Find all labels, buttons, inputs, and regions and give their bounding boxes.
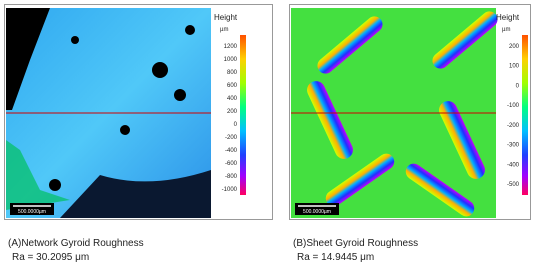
region [6, 140, 70, 210]
void [6, 8, 50, 110]
colorbar-tick-label: -1000 [222, 187, 238, 193]
colorbar-unit: µm [502, 27, 510, 33]
colorbar-tick-label: -400 [507, 162, 520, 168]
colorbar-tick-label: -300 [507, 143, 520, 149]
colorbar-title: Height [496, 13, 520, 22]
roughness: Ra = 14.9445 μm [297, 252, 375, 263]
colorbar-tick-label: 1000 [224, 57, 238, 63]
caption: (A)Network Gyroid Roughness [8, 238, 144, 249]
colorbar-tick-label: 600 [227, 83, 238, 89]
colorbar-tick-label: -100 [507, 103, 520, 109]
caption: (B)Sheet Gyroid Roughness [293, 238, 419, 249]
colorbar-tick-label: -400 [225, 148, 238, 154]
colorbar-tick-label: 0 [234, 122, 238, 128]
colorbar-tick-label: 800 [227, 70, 238, 76]
colorbar-tick-label: 200 [227, 109, 238, 115]
colorbar-tick-label: -200 [507, 123, 520, 129]
colorbar-tick-label: -500 [507, 182, 520, 188]
colorbar-title: Height [214, 13, 238, 22]
colorbar-tick-label: -200 [225, 135, 238, 141]
scale-bar-label: 500.0000µm [18, 209, 46, 215]
colorbar-tick-label: -800 [225, 174, 238, 180]
colorbar-tick-label: 1200 [224, 44, 238, 50]
colorbar-tick-label: -600 [225, 161, 238, 167]
scale-bar-label: 500.0000µm [303, 209, 331, 215]
roughness: Ra = 30.2095 μm [12, 252, 90, 263]
colorbar-unit: µm [220, 27, 228, 33]
streaks [307, 11, 498, 217]
colorbar-tick-label: 400 [227, 96, 238, 102]
colorbar [522, 35, 528, 195]
colorbar [240, 35, 246, 195]
colorbar-tick-label: 200 [509, 44, 520, 50]
colorbar-tick-label: 100 [509, 64, 520, 70]
void [60, 170, 211, 218]
colorbar-tick-label: 0 [516, 83, 520, 89]
